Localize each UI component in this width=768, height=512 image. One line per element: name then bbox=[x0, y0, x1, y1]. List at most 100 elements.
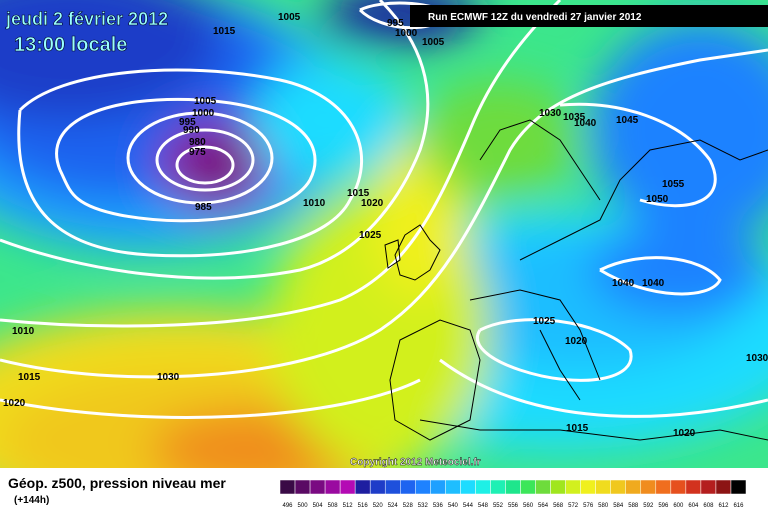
field-blob bbox=[250, 60, 410, 180]
colorbar-swatch bbox=[580, 479, 596, 495]
colorbar-label: 564 bbox=[538, 503, 549, 509]
colorbar-swatch bbox=[309, 479, 326, 495]
legend-title: Géop. z500, pression niveau mer bbox=[8, 475, 226, 491]
colorbar-swatch bbox=[730, 479, 747, 495]
colorbar-label: 576 bbox=[583, 503, 594, 509]
colorbar-swatch bbox=[505, 479, 521, 495]
colorbar-swatch bbox=[595, 479, 611, 495]
isobar-label: 1035 bbox=[563, 112, 586, 123]
colorbar-label: 540 bbox=[448, 503, 459, 509]
colorbar-swatch bbox=[610, 479, 626, 495]
isobar-label: 1010 bbox=[303, 198, 326, 209]
colorbar-label: 572 bbox=[568, 503, 579, 509]
isobar-label: 1030 bbox=[157, 372, 180, 383]
isobar-label: 1020 bbox=[361, 198, 384, 209]
forecast-date: jeudi 2 février 2012 bbox=[5, 9, 168, 29]
colorbar-label: 556 bbox=[508, 503, 519, 509]
isobar-label: 980 bbox=[189, 137, 206, 148]
isobar-label: 1000 bbox=[192, 108, 215, 119]
colorbar-label: 604 bbox=[688, 503, 699, 509]
isobar-label: 1015 bbox=[566, 423, 589, 434]
isobar-label: 1030 bbox=[539, 108, 562, 119]
colorbar-label: 552 bbox=[493, 503, 504, 509]
run-label-box bbox=[410, 5, 768, 27]
colorbar-swatch bbox=[715, 479, 732, 495]
isobar-label: 1015 bbox=[347, 188, 370, 199]
colorbar-label: 500 bbox=[298, 503, 309, 509]
colorbar-swatch bbox=[475, 479, 491, 495]
colorbar-swatch bbox=[625, 479, 642, 495]
isobar-label: 1020 bbox=[3, 398, 26, 409]
isobar-label: 1015 bbox=[18, 372, 41, 383]
colorbar-label: 580 bbox=[598, 503, 609, 509]
isobar-label: 1005 bbox=[422, 37, 445, 48]
copyright: Copyright 2012 Meteociel.fr bbox=[350, 457, 481, 468]
coastlines bbox=[384, 119, 768, 441]
isobar-label: 1050 bbox=[646, 194, 669, 205]
isobar-label: 1045 bbox=[616, 115, 639, 126]
colorbar-label: 524 bbox=[388, 503, 399, 509]
colorbar-swatch bbox=[700, 479, 717, 495]
colorbar-swatch bbox=[369, 479, 386, 495]
colorbar-label: 516 bbox=[358, 503, 369, 509]
isobars bbox=[0, 0, 768, 419]
isobar-label: 1020 bbox=[565, 336, 588, 347]
isobar-label: 1040 bbox=[612, 278, 635, 289]
isobar-label: 975 bbox=[189, 147, 206, 158]
isobar-label: 1040 bbox=[574, 118, 597, 129]
colorbar-label: 588 bbox=[628, 503, 639, 509]
isobar-label: 990 bbox=[183, 125, 200, 136]
isobar-label: 1005 bbox=[194, 96, 217, 107]
colorbar-swatch bbox=[324, 479, 341, 495]
isobar-label: 1025 bbox=[359, 230, 382, 241]
isobar-label: 1005 bbox=[278, 12, 301, 23]
legend-subtitle: (+144h) bbox=[14, 495, 49, 506]
isobar-label: 1040 bbox=[642, 278, 665, 289]
colorbar-label: 504 bbox=[313, 503, 324, 509]
colorbar-swatch bbox=[339, 479, 356, 495]
colorbar-label: 596 bbox=[658, 503, 669, 509]
colorbar-swatch bbox=[655, 479, 672, 495]
colorbar-swatch bbox=[294, 479, 311, 495]
colorbar-swatch bbox=[490, 479, 506, 495]
colorbar-label: 544 bbox=[463, 503, 474, 509]
colorbar-label: 548 bbox=[478, 503, 489, 509]
colorbar-swatch bbox=[520, 479, 536, 495]
colorbar-swatch bbox=[445, 479, 461, 495]
colorbar-label: 496 bbox=[283, 503, 294, 509]
colorbar-swatch bbox=[685, 479, 702, 495]
field-blob bbox=[420, 80, 580, 200]
field-blob bbox=[185, 143, 245, 187]
isobar-label: 1010 bbox=[12, 326, 35, 337]
field-blob bbox=[590, 225, 768, 315]
colorbar-label: 528 bbox=[403, 503, 414, 509]
colorbar-label: 532 bbox=[418, 503, 429, 509]
colorbar-label: 560 bbox=[523, 503, 534, 509]
colorbar-label: 536 bbox=[433, 503, 444, 509]
forecast-time: 13:00 locale bbox=[14, 34, 127, 56]
isobar-labels: 1005101599510001005100510009959909809759… bbox=[3, 12, 768, 439]
colorbar: 496 500 504 508 512 516 520 524 528 532 536 540 544 5… bbox=[279, 479, 747, 509]
colorbar-swatch bbox=[550, 479, 566, 495]
colorbar-label: 568 bbox=[553, 503, 564, 509]
colorbar-swatch bbox=[415, 479, 431, 495]
isobar-label: 1020 bbox=[673, 428, 696, 439]
colorbar-label: 612 bbox=[718, 503, 729, 509]
isobar-label: 995 bbox=[179, 117, 196, 128]
colorbar-swatch bbox=[354, 479, 371, 495]
isobar-label: 1030 bbox=[746, 353, 768, 364]
isobar-label: 1000 bbox=[395, 28, 418, 39]
colorbar-label: 584 bbox=[613, 503, 624, 509]
colorbar-swatch bbox=[384, 479, 401, 495]
isobar-label: 1015 bbox=[213, 26, 236, 37]
colorbar-label: 608 bbox=[703, 503, 714, 509]
colorbar-swatch bbox=[460, 479, 476, 495]
colorbar-swatch bbox=[565, 479, 581, 495]
colorbar-swatch bbox=[430, 479, 446, 495]
colorbar-swatch bbox=[670, 479, 687, 495]
colorbar-swatch bbox=[535, 479, 551, 495]
